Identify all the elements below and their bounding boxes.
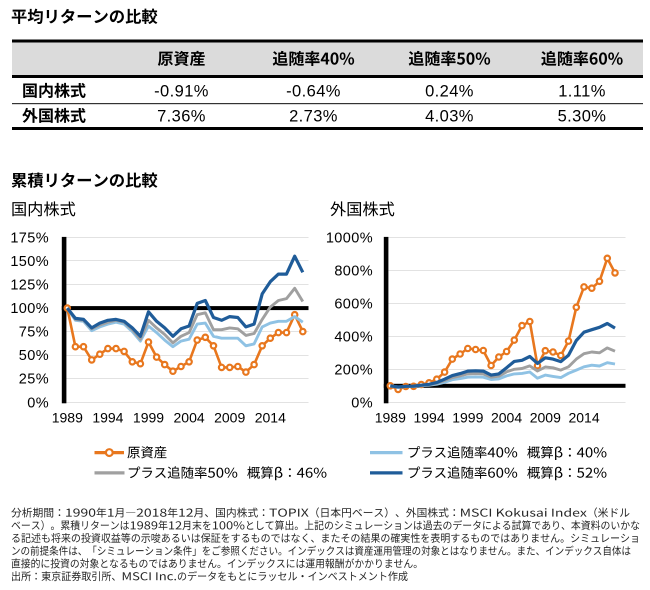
svg-text:175%: 175% [10,230,49,246]
svg-text:600%: 600% [334,296,373,312]
svg-text:125%: 125% [10,278,49,294]
svg-text:2009: 2009 [214,410,245,426]
svg-text:2014: 2014 [255,410,286,426]
svg-text:7.36%: 7.36% [157,108,206,126]
svg-text:2014: 2014 [568,410,599,426]
svg-text:2009: 2009 [530,410,561,426]
svg-text:1994: 1994 [92,410,123,426]
svg-text:5.30%: 5.30% [558,108,607,126]
svg-text:100%: 100% [10,301,49,317]
svg-text:-0.91%: -0.91% [154,83,209,101]
svg-text:800%: 800% [334,263,373,279]
svg-text:0.24%: 0.24% [425,83,474,101]
svg-text:50%: 50% [19,348,49,364]
svg-text:1.11%: 1.11% [558,83,606,101]
svg-text:1994: 1994 [413,410,444,426]
svg-text:2004: 2004 [491,410,522,426]
svg-text:1989: 1989 [375,410,406,426]
svg-text:-0.64%: -0.64% [286,83,341,101]
svg-text:0%: 0% [27,395,49,411]
svg-text:1989: 1989 [52,410,83,426]
svg-text:2.73%: 2.73% [289,108,338,126]
svg-text:1000%: 1000% [326,230,373,246]
svg-text:25%: 25% [19,372,49,388]
svg-text:75%: 75% [19,325,49,341]
svg-text:2004: 2004 [174,410,205,426]
svg-text:1999: 1999 [452,410,483,426]
svg-text:200%: 200% [334,362,373,378]
svg-text:1999: 1999 [133,410,164,426]
svg-text:400%: 400% [334,329,373,345]
svg-text:0%: 0% [351,395,373,411]
svg-text:150%: 150% [10,254,49,270]
svg-text:4.03%: 4.03% [425,108,474,126]
